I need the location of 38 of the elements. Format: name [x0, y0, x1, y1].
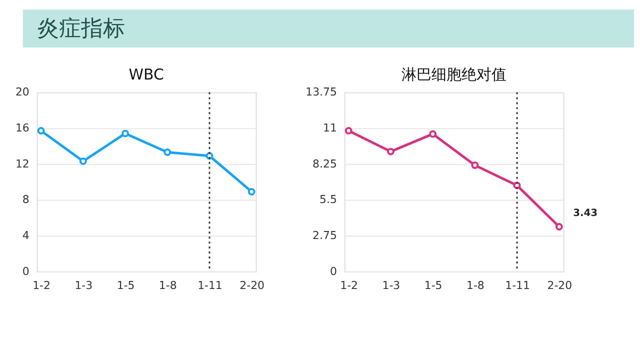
- chart-title: WBC: [128, 65, 164, 84]
- chart-title: 淋巴细胞绝对值: [401, 65, 506, 84]
- point: [471, 162, 479, 169]
- x-tick-label: 1-3: [382, 278, 400, 292]
- point: [79, 158, 87, 165]
- x-tick-label: 2-20: [240, 278, 265, 292]
- text: 炎症指标: [36, 16, 125, 42]
- data-label: 3.43: [573, 208, 598, 219]
- y-tick-label: 2.75: [312, 229, 337, 242]
- x-tick-label: 2-20: [547, 278, 572, 292]
- y-tick-label: 0: [330, 264, 337, 278]
- x-tick-label: 1-8: [466, 278, 484, 292]
- x-tick-label: 1-2: [340, 278, 358, 292]
- y-tick-label: 5.5: [320, 193, 337, 206]
- point: [555, 223, 563, 230]
- x-tick-label: 1-8: [158, 278, 177, 292]
- y-tick-label: 8: [22, 193, 30, 206]
- y-tick-label: 0: [22, 264, 30, 278]
- y-tick-label: 20: [15, 86, 30, 99]
- x-tick-label: 1-5: [116, 278, 135, 292]
- y-tick-label: 11: [323, 122, 337, 135]
- x-tick-label: 1-5: [424, 278, 442, 292]
- y-tick-label: 16: [15, 122, 30, 135]
- point: [386, 148, 394, 156]
- y-tick-label: 13.75: [306, 86, 337, 99]
- y-tick-label: 4: [22, 229, 30, 242]
- x-tick-label: 1-11: [505, 278, 530, 292]
- x-tick-label: 1-11: [198, 278, 222, 292]
- point: [37, 127, 45, 134]
- y-tick-label: 8.25: [312, 157, 337, 170]
- point: [122, 130, 129, 138]
- point: [344, 126, 352, 134]
- point: [429, 130, 437, 138]
- point: [248, 188, 256, 196]
- x-tick-label: 1-3: [74, 278, 93, 292]
- y-tick-label: 12: [15, 157, 30, 170]
- point: [164, 148, 172, 156]
- x-tick-label: 1-2: [32, 278, 50, 292]
